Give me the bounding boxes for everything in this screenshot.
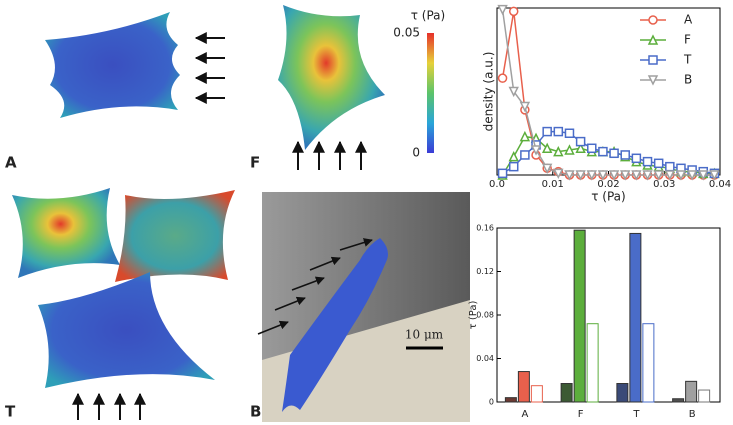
x-tick-label: 0.0 xyxy=(489,179,505,190)
marker xyxy=(508,86,519,98)
y-tick-label: 0.16 xyxy=(476,224,494,233)
marker xyxy=(586,170,597,181)
bar xyxy=(698,389,711,403)
colorbar xyxy=(427,33,434,153)
x-axis-label: τ (Pa) xyxy=(591,190,625,204)
marker xyxy=(698,170,709,181)
legend-label: A xyxy=(684,13,693,27)
marker xyxy=(564,128,575,138)
bar xyxy=(530,385,543,403)
bar xyxy=(616,383,629,403)
legend-label: T xyxy=(683,53,692,67)
panel-t-image xyxy=(12,188,235,420)
legend-marker xyxy=(647,75,659,86)
marker xyxy=(653,170,664,181)
legend-label: F xyxy=(684,33,691,47)
marker xyxy=(597,170,609,181)
marker xyxy=(519,101,531,113)
x-tick-label: A xyxy=(521,409,528,420)
marker xyxy=(497,73,508,83)
marker xyxy=(608,170,620,181)
marker xyxy=(653,158,664,169)
panel-b-image xyxy=(257,192,470,422)
marker xyxy=(564,170,575,181)
y-tick-label: 0 xyxy=(489,398,494,407)
marker xyxy=(575,170,586,181)
marker xyxy=(631,153,642,164)
marker xyxy=(665,161,675,172)
marker xyxy=(709,170,720,181)
bar xyxy=(586,323,599,403)
colorbar-tick-label: 0 xyxy=(412,146,420,160)
marker xyxy=(553,145,564,157)
panel-label: T xyxy=(5,403,16,421)
marker xyxy=(553,126,564,137)
x-tick-label: 0.04 xyxy=(709,179,731,190)
marker xyxy=(686,170,698,181)
marker xyxy=(520,150,530,160)
legend-marker xyxy=(648,15,658,25)
marker xyxy=(598,146,608,157)
colorbar-title: τ (Pa) xyxy=(411,9,445,23)
panel-label: B xyxy=(250,403,261,421)
scale-bar-label: 10 μm xyxy=(405,328,444,342)
panel-a-image xyxy=(45,12,225,118)
marker xyxy=(575,136,586,147)
marker xyxy=(519,130,531,142)
marker xyxy=(553,168,564,180)
marker xyxy=(497,168,508,179)
x-tick-label: 0.03 xyxy=(653,179,675,190)
marker xyxy=(541,163,553,174)
x-tick-label: T xyxy=(632,409,640,420)
marker xyxy=(609,148,619,159)
marker xyxy=(620,170,631,181)
marker xyxy=(664,170,676,181)
legend-marker xyxy=(648,55,658,65)
y-axis-label: τ (Pa) xyxy=(468,301,479,330)
marker xyxy=(542,126,552,137)
y-axis-label: density (a.u.) xyxy=(482,52,496,132)
y-tick-label: 0.08 xyxy=(476,311,494,320)
marker xyxy=(508,6,519,17)
bar xyxy=(672,398,685,403)
legend-marker xyxy=(647,34,659,45)
marker xyxy=(631,170,642,181)
y-tick-label: 0.04 xyxy=(476,354,494,363)
panel-f-image xyxy=(278,5,434,170)
marker xyxy=(508,161,519,172)
legend-label: B xyxy=(684,73,692,87)
bar xyxy=(629,232,642,403)
marker xyxy=(497,4,508,16)
marker xyxy=(642,156,653,167)
marker xyxy=(675,170,687,181)
bar xyxy=(560,383,573,403)
marker xyxy=(564,144,575,155)
colorbar-tick-label: 0.05 xyxy=(393,26,420,40)
marker xyxy=(508,150,519,162)
bar xyxy=(504,397,517,403)
bar xyxy=(642,323,655,403)
bar xyxy=(573,229,586,403)
x-tick-label: B xyxy=(689,409,696,420)
plot-frame xyxy=(496,227,721,403)
marker xyxy=(587,143,597,154)
x-tick-label: F xyxy=(578,409,584,420)
marker xyxy=(575,142,586,154)
marker xyxy=(541,142,553,154)
panel-label: A xyxy=(5,154,17,172)
bar xyxy=(685,380,698,403)
marker xyxy=(620,150,630,160)
bar xyxy=(517,371,530,403)
x-tick-label: 0.01 xyxy=(542,179,564,190)
panel-label: F xyxy=(250,154,260,172)
marker xyxy=(530,145,542,156)
marker xyxy=(642,170,653,181)
x-tick-label: 0.02 xyxy=(597,179,619,190)
y-tick-label: 0.12 xyxy=(476,267,494,276)
